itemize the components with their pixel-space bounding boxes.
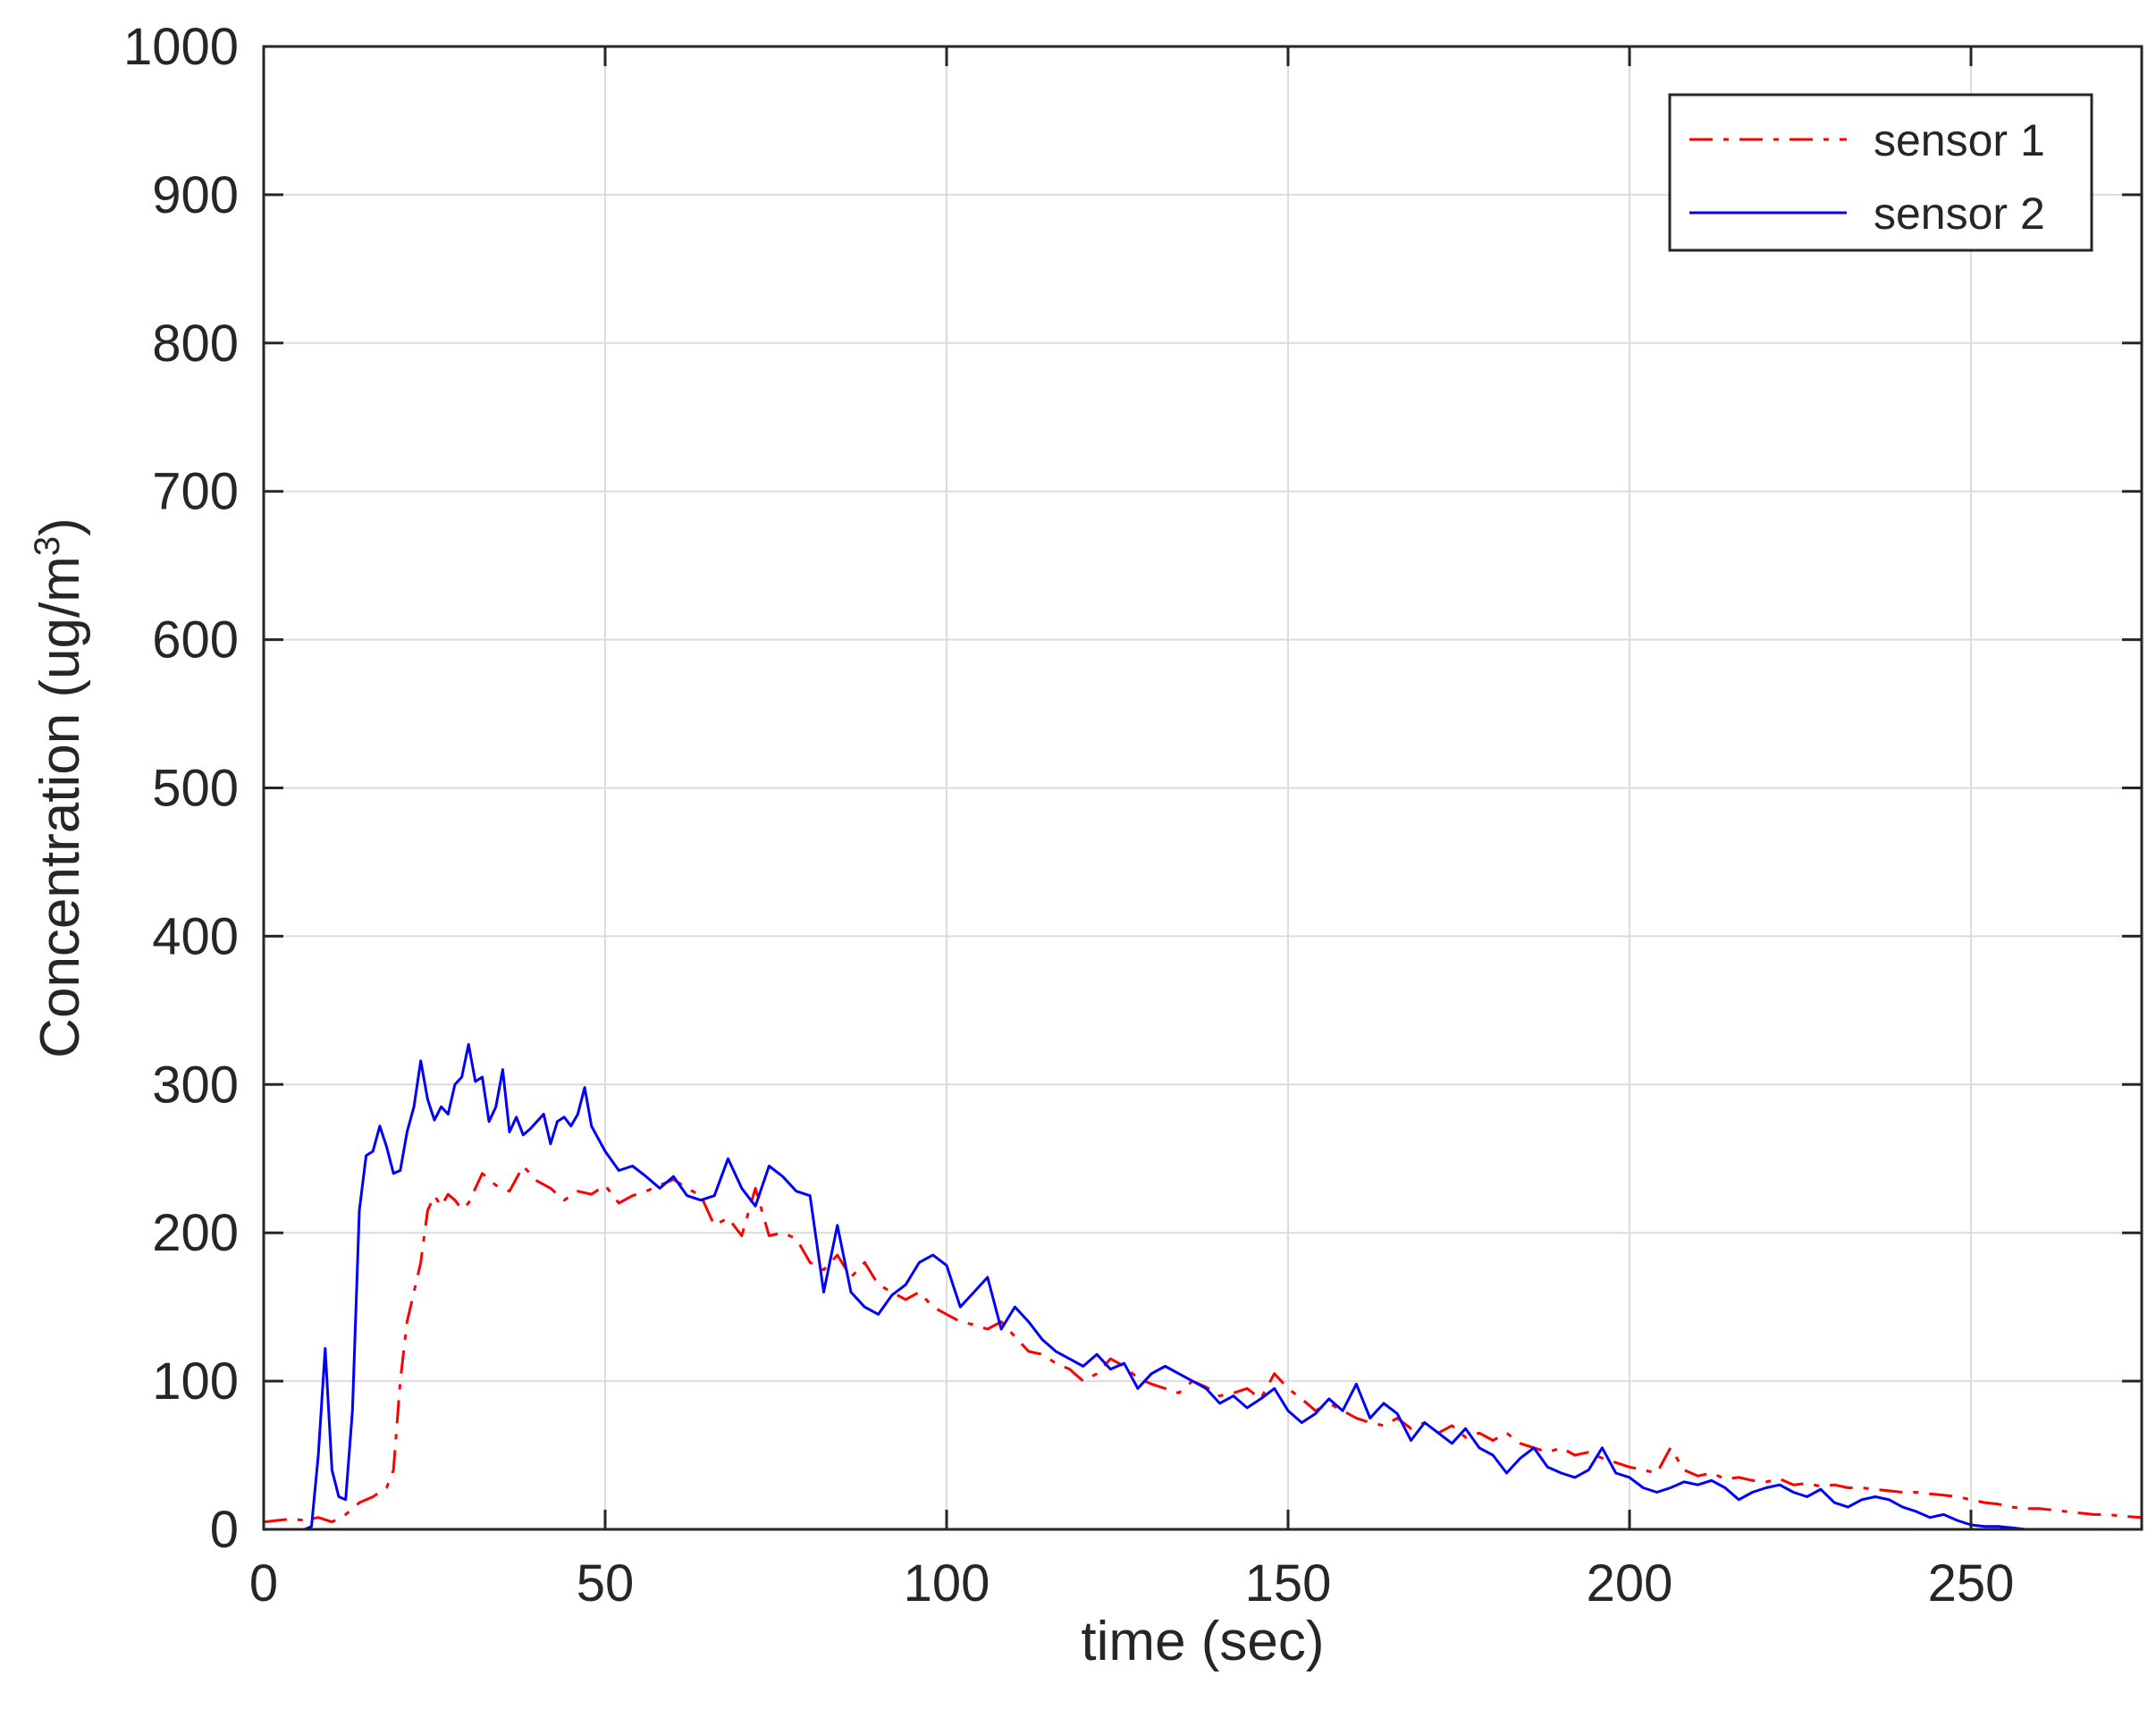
series-line-sensor-2 [264, 1043, 2142, 1531]
legend-label-sensor-1: sensor 1 [1874, 115, 2045, 165]
series-line-sensor-1 [263, 1165, 2143, 1524]
y-axis-title-superscript: 3 [28, 536, 67, 556]
legend-box [1668, 93, 2093, 252]
x-tick-label: 250 [1928, 1554, 2015, 1612]
y-tick-label: 200 [152, 1204, 239, 1262]
legend-label-sensor-2: sensor 2 [1874, 189, 2045, 239]
y-tick-label: 800 [152, 315, 239, 373]
legend: sensor 1 sensor 2 [1668, 93, 2093, 252]
x-tick-label: 50 [577, 1554, 635, 1612]
x-axis-title: time (sec) [1081, 1611, 1324, 1672]
y-tick-label: 1000 [123, 18, 239, 76]
y-axis-title-suffix: ) [29, 518, 91, 536]
series-lines [263, 1043, 2143, 1531]
y-axis-title: Concentration (ug/m3) [28, 518, 91, 1058]
y-tick-label: 300 [152, 1056, 239, 1114]
y-tick-label: 400 [152, 907, 239, 965]
y-tick-label: 100 [152, 1352, 239, 1410]
y-tick-label: 700 [152, 463, 239, 521]
x-tick-label: 150 [1245, 1554, 1332, 1612]
axis-ticks: 0 50 100 150 200 250 0 100 200 300 400 500 600 700 800… [123, 18, 2142, 1612]
y-axis-title-text: Concentration (ug/m [29, 556, 91, 1058]
x-tick-label: 200 [1587, 1554, 1673, 1612]
y-tick-label: 600 [152, 611, 239, 669]
y-tick-label: 0 [210, 1501, 239, 1559]
y-tick-label: 500 [152, 760, 239, 818]
y-tick-label: 900 [152, 166, 239, 224]
x-tick-label: 0 [249, 1554, 278, 1612]
x-tick-label: 100 [904, 1554, 990, 1612]
